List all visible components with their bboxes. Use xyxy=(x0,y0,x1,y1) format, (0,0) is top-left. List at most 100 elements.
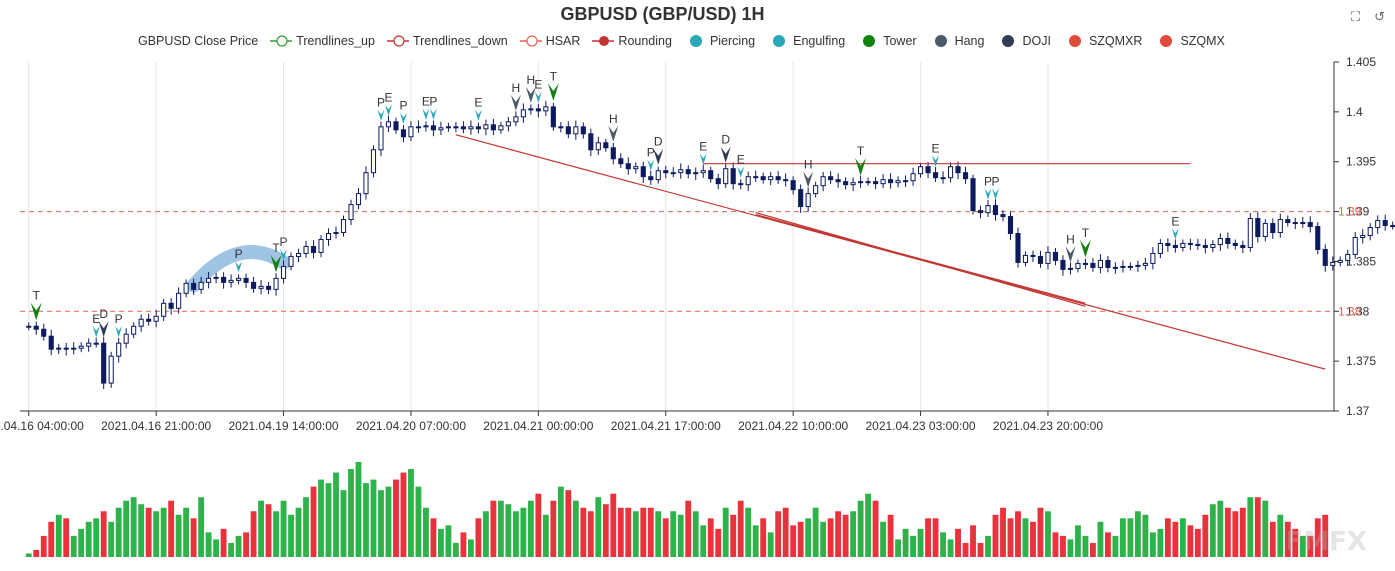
volume-bar xyxy=(235,535,242,557)
legend-item[interactable]: HSAR xyxy=(519,32,581,50)
candle-body xyxy=(161,302,167,317)
pattern-marker-engulfing: E xyxy=(932,141,940,167)
volume-bar xyxy=(1314,518,1321,557)
legend-item[interactable]: SZQMXR xyxy=(1063,32,1142,50)
x-tick-label: 2021.04.21 00:00:00 xyxy=(483,419,593,433)
volume-bar xyxy=(925,518,931,557)
candle xyxy=(71,342,77,355)
volume-bar xyxy=(220,528,227,557)
candle xyxy=(1000,210,1006,222)
legend-item[interactable]: DOJI xyxy=(996,32,1051,50)
candle xyxy=(348,199,354,226)
candle xyxy=(1030,250,1036,263)
zoom-icon[interactable]: ⛶ xyxy=(1350,10,1361,25)
candle-body xyxy=(693,172,699,175)
candle xyxy=(783,173,789,187)
volume-bar xyxy=(1194,528,1201,557)
candle-body xyxy=(925,166,931,174)
candle-body xyxy=(940,177,946,180)
candle xyxy=(550,102,556,131)
legend-label: HSAR xyxy=(545,34,581,48)
candle-body xyxy=(228,279,234,283)
marker-pin xyxy=(608,125,619,142)
candle xyxy=(273,273,279,296)
candle xyxy=(191,278,197,295)
candle xyxy=(932,167,939,183)
volume-bar xyxy=(955,528,961,557)
candle xyxy=(580,122,586,139)
candle xyxy=(1112,262,1118,274)
candle xyxy=(1330,256,1336,271)
legend-item[interactable]: GBPUSD Close Price xyxy=(138,32,258,50)
volume-bar xyxy=(205,532,212,557)
volume-bar xyxy=(1127,518,1134,557)
volume-bar xyxy=(1007,518,1014,557)
legend-item[interactable]: SZQMX xyxy=(1154,32,1225,50)
pattern-marker-piercing: P xyxy=(377,96,385,121)
candle xyxy=(962,166,969,184)
legend-item[interactable]: Hang xyxy=(929,32,984,50)
candle-body xyxy=(1202,244,1208,248)
marker-pin xyxy=(1065,246,1076,263)
volume-bar xyxy=(1067,539,1074,557)
volume-bar xyxy=(752,525,759,557)
pattern-marker-engulfing: E xyxy=(92,312,100,338)
legend-item[interactable]: Tower xyxy=(857,32,917,50)
candle xyxy=(393,117,399,134)
restore-icon[interactable]: ↺ xyxy=(1374,10,1385,25)
candle xyxy=(505,117,511,132)
candle-body xyxy=(41,328,47,337)
candle xyxy=(1262,219,1268,242)
legend-item[interactable]: Engulfing xyxy=(767,32,845,50)
legend-item[interactable]: Trendlines_up xyxy=(270,32,375,50)
marker-pin xyxy=(235,261,243,273)
pattern-marker-hang: H xyxy=(1065,232,1076,263)
candle-body xyxy=(206,277,212,283)
marker-label: T xyxy=(33,289,41,303)
volume-bar xyxy=(467,539,474,557)
volume-bar xyxy=(1202,514,1209,557)
candle-body xyxy=(288,255,294,267)
candle xyxy=(236,274,242,285)
pattern-marker-engulfing: E xyxy=(422,95,430,120)
candle-body xyxy=(685,169,691,175)
candle-body xyxy=(580,126,586,135)
volume-bar xyxy=(288,514,294,557)
candle xyxy=(595,136,601,155)
legend-swatch-icon xyxy=(270,35,293,47)
candle-body xyxy=(1345,253,1351,261)
volume-bar xyxy=(827,518,834,557)
volume-bar xyxy=(1157,528,1164,557)
volume-bar xyxy=(527,500,534,557)
candle-body xyxy=(1240,244,1246,248)
candle-body xyxy=(146,318,152,322)
volume-bar xyxy=(535,493,542,557)
candle xyxy=(1045,246,1051,270)
candle xyxy=(1255,212,1261,243)
legend-item[interactable]: Piercing xyxy=(684,32,755,50)
volume-bar xyxy=(243,532,250,557)
candle-body xyxy=(730,168,736,185)
legend-item[interactable]: Rounding xyxy=(592,32,672,50)
candle-body xyxy=(453,126,459,129)
candle-body xyxy=(423,125,429,128)
candle xyxy=(280,260,287,284)
candle xyxy=(453,122,459,133)
marker-pin xyxy=(115,326,123,338)
pattern-marker-piercing: P xyxy=(399,99,407,124)
legend-item[interactable]: Trendlines_down xyxy=(386,32,508,50)
candle-body xyxy=(176,292,182,309)
candle-body xyxy=(700,170,706,174)
volume-bar xyxy=(325,483,332,557)
volume-bar xyxy=(685,500,692,557)
candle-body xyxy=(708,170,714,180)
candle-body xyxy=(445,126,451,129)
candle xyxy=(850,177,856,192)
legend-label: Engulfing xyxy=(793,34,846,48)
candle-body xyxy=(1142,262,1148,266)
candle xyxy=(738,179,744,190)
candle xyxy=(1315,222,1321,255)
marker-pin xyxy=(384,104,392,116)
candle xyxy=(528,104,534,115)
y-tick-label: 1.38 xyxy=(1346,304,1370,318)
